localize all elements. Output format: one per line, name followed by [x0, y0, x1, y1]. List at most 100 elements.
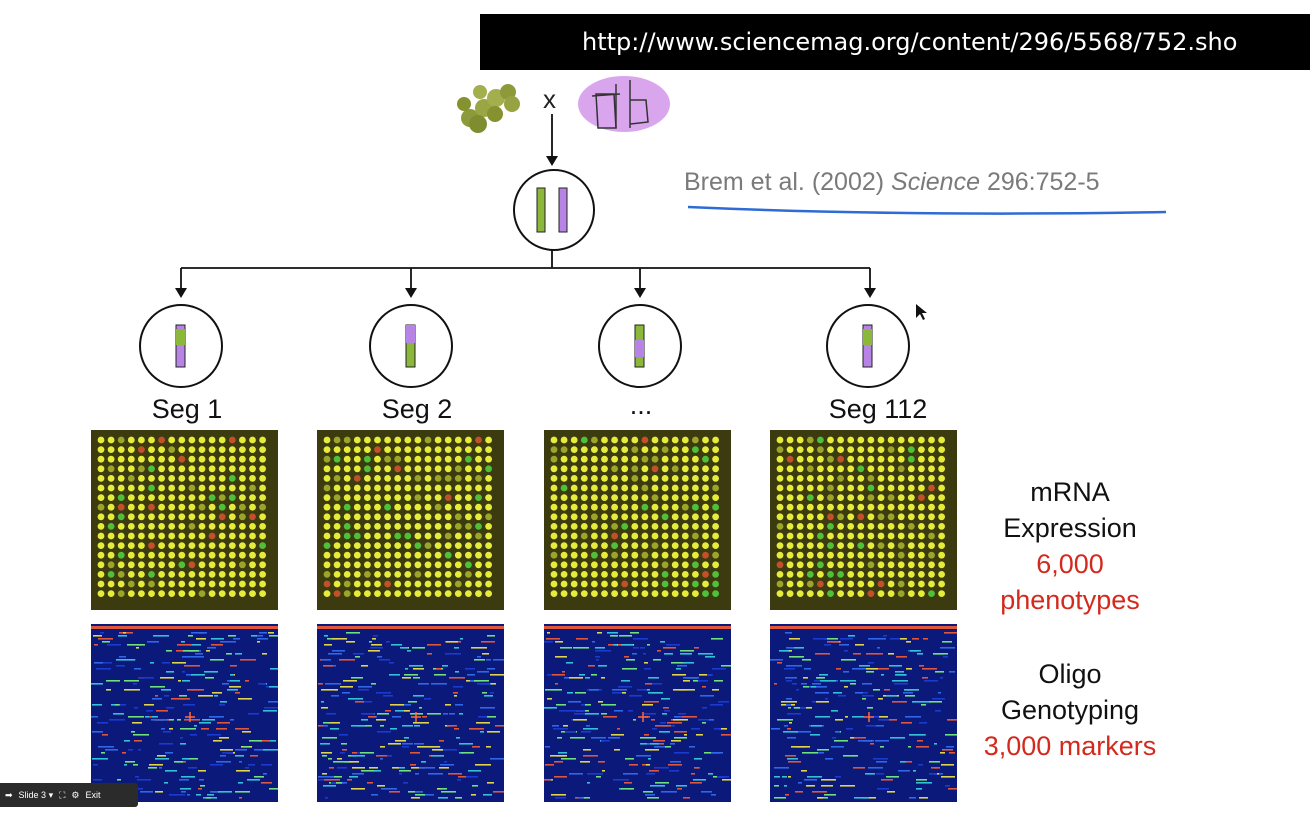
array-spot	[560, 561, 568, 569]
array-spot	[651, 503, 659, 511]
genotype-dash	[555, 797, 566, 799]
genotype-dash	[177, 719, 181, 721]
genotype-dash	[678, 713, 686, 715]
array-spot	[228, 475, 236, 482]
genotype-dash	[155, 791, 163, 793]
gear-icon[interactable]: ⚙	[71, 789, 80, 800]
genotype-dash	[689, 746, 695, 748]
genotype-dash	[545, 764, 554, 766]
array-spot	[374, 494, 381, 501]
genotyping-line1: Oligo	[1038, 659, 1102, 689]
genotype-dash	[133, 764, 138, 766]
genotype-dash	[601, 704, 616, 706]
genotype-dash	[321, 707, 328, 709]
genotyping-label: Oligo Genotyping 3,000 markers	[970, 656, 1170, 764]
array-spot	[424, 475, 432, 482]
genotype-dash	[222, 683, 229, 685]
genotype-dash	[707, 674, 713, 676]
genotype-dash	[455, 797, 462, 799]
genotype-dash	[91, 716, 98, 718]
genotype-dash	[160, 677, 174, 679]
array-spot	[671, 561, 679, 569]
array-spot	[198, 446, 206, 453]
array-spot	[323, 503, 331, 511]
slide-selector[interactable]: Slide 3 ▾	[18, 789, 54, 800]
genotype-dash	[840, 785, 855, 787]
array-spot	[857, 436, 865, 444]
genotype-dash	[589, 773, 601, 775]
array-spot	[374, 590, 381, 597]
array-spot	[897, 494, 905, 501]
genotype-dash	[640, 737, 656, 739]
array-spot	[333, 532, 341, 540]
next-arrow-icon[interactable]: ➡	[5, 789, 13, 800]
expression-line1: mRNA	[1030, 477, 1110, 507]
exit-button[interactable]: Exit	[85, 790, 101, 800]
array-spot	[404, 542, 412, 549]
genotype-dash	[249, 740, 262, 742]
genotype-dash	[583, 755, 598, 757]
array-spot	[918, 484, 925, 492]
genotype-dash	[248, 698, 252, 700]
array-spot	[918, 532, 925, 540]
array-spot	[188, 571, 196, 578]
genotype-dash	[942, 749, 953, 751]
genotype-dash	[555, 683, 558, 685]
genotype-dash	[454, 695, 457, 697]
array-spot	[591, 551, 598, 559]
array-spot	[702, 503, 709, 511]
genotype-dash	[903, 692, 913, 694]
array-spot	[198, 503, 206, 511]
genotype-dash	[183, 650, 199, 652]
array-spot	[384, 561, 391, 569]
array-spot	[218, 590, 226, 597]
genotype-dash	[691, 728, 700, 730]
seg-label-112: Seg 112	[828, 394, 928, 424]
genotype-dash	[324, 644, 332, 646]
genotype-dash	[921, 704, 926, 706]
genotype-dash	[346, 641, 355, 643]
array-spot	[323, 580, 331, 588]
genotype-dash	[862, 695, 874, 697]
array-spot	[178, 532, 186, 540]
array-spot	[776, 436, 784, 444]
array-spot	[621, 542, 629, 549]
array-spot	[837, 484, 844, 492]
array-spot	[847, 551, 855, 559]
array-spot	[827, 484, 834, 492]
genotype-dash	[92, 704, 102, 706]
array-spot	[404, 571, 412, 578]
genotype-dash	[866, 653, 878, 655]
genotype-dash	[545, 746, 550, 748]
genotype-dash	[180, 698, 190, 700]
genotype-dash	[719, 728, 727, 730]
array-spot	[651, 446, 659, 453]
array-spot	[867, 503, 875, 511]
genotype-dash	[917, 653, 923, 655]
array-spot	[611, 446, 618, 453]
genotype-dash	[412, 647, 425, 649]
genotype-dash	[674, 752, 689, 754]
array-spot	[806, 503, 814, 511]
genotype-dash	[196, 638, 206, 640]
array-spot	[107, 542, 115, 549]
array-spot	[702, 475, 709, 482]
array-spot	[702, 513, 709, 521]
array-spot	[671, 580, 679, 588]
array-spot	[712, 494, 719, 501]
genotype-dash	[614, 710, 623, 712]
array-spot	[323, 513, 331, 521]
genotype-dash	[646, 773, 655, 775]
genotype-dash	[377, 731, 391, 733]
array-spot	[475, 561, 482, 569]
array-spot	[681, 542, 689, 549]
array-spot	[786, 436, 794, 444]
array-spot	[877, 542, 885, 549]
array-spot	[887, 523, 895, 530]
fullscreen-icon[interactable]: ⛶	[59, 789, 66, 800]
genotype-dash	[333, 761, 349, 763]
array-spot	[97, 465, 105, 473]
genotype-dash	[824, 644, 831, 646]
array-spot	[651, 465, 659, 473]
array-spot	[681, 571, 689, 578]
